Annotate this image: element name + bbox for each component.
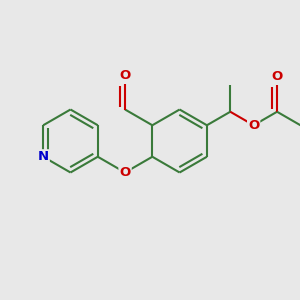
Text: O: O <box>119 69 131 82</box>
Text: O: O <box>272 70 283 83</box>
Text: O: O <box>248 119 259 132</box>
Text: N: N <box>38 150 49 163</box>
Text: O: O <box>119 166 131 179</box>
